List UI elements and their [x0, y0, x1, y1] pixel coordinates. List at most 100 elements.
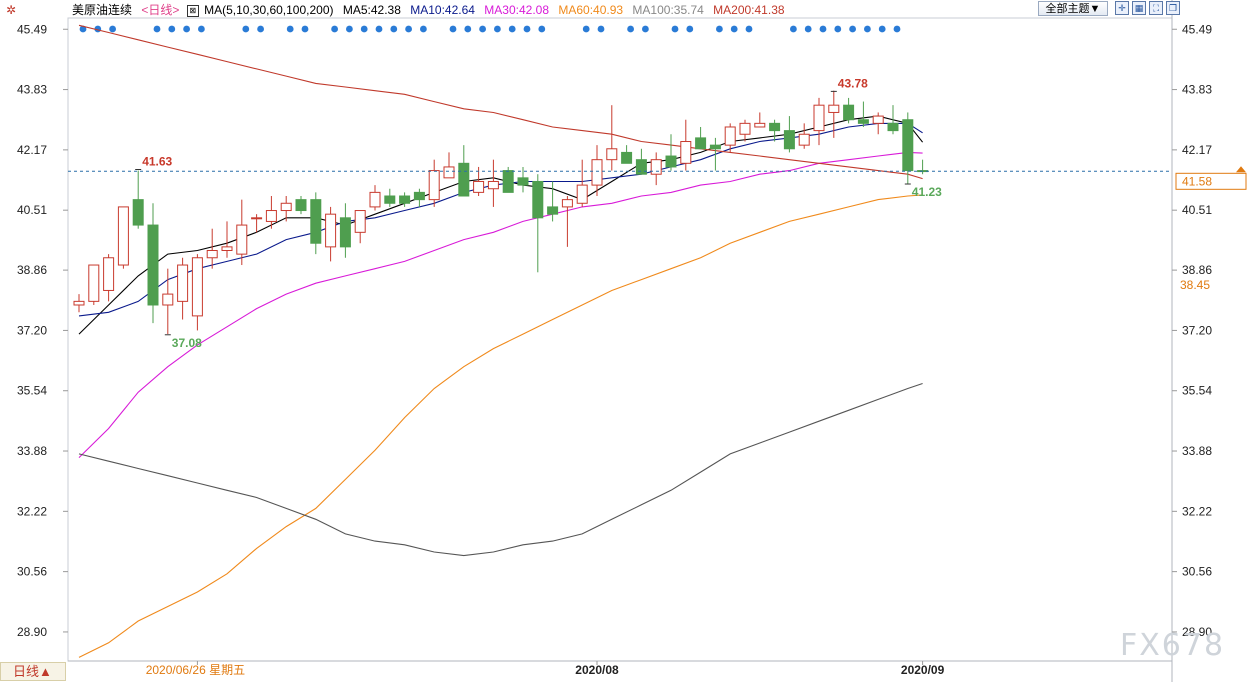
- chart-header-text: 美原油连续 <日线> ⊠ MA(5,10,30,60,100,200) MA5:…: [72, 2, 791, 18]
- price-up-arrow-icon: [1236, 166, 1246, 173]
- event-dot: [479, 25, 486, 33]
- ma-line-ma30: [78, 151, 923, 458]
- event-dot: [168, 25, 176, 33]
- candle-body-up: [606, 148, 618, 161]
- candle-body-down: [399, 195, 411, 204]
- period-switch-button[interactable]: 日线▲: [0, 662, 66, 681]
- candle-body-down: [147, 224, 159, 306]
- candle-body-up: [206, 249, 218, 259]
- candle-body-down: [621, 151, 633, 164]
- candle-body-down: [458, 162, 470, 197]
- y-tick-label-right: 45.49: [1182, 22, 1212, 36]
- event-dot: [790, 25, 797, 33]
- candle-body-down: [635, 159, 647, 175]
- candle-body-down: [532, 180, 544, 219]
- candle-body-up: [754, 122, 766, 128]
- candle-body-down: [384, 195, 396, 204]
- chart-header: ✲: [6, 2, 22, 18]
- candle-body-down: [665, 155, 677, 168]
- y-tick-label-right: 33.88: [1182, 444, 1212, 458]
- event-dot: [109, 25, 116, 33]
- candle-body-up: [724, 126, 736, 146]
- grid-icon[interactable]: ▦: [1132, 1, 1146, 15]
- event-dot: [257, 25, 264, 33]
- settings-icon[interactable]: ✲: [6, 3, 17, 17]
- ma200-value: MA200:41.38: [713, 3, 785, 17]
- event-dot: [346, 25, 353, 33]
- y-tick-label-left: 43.83: [17, 83, 47, 97]
- event-dot: [834, 25, 842, 33]
- y-tick-label-left: 37.20: [17, 323, 47, 337]
- candle-body-up: [221, 246, 233, 251]
- y-tick-label-left: 35.54: [17, 384, 47, 398]
- candle-body-up: [443, 166, 455, 179]
- event-dot: [405, 25, 412, 33]
- crosshair-icon[interactable]: ✛: [1115, 1, 1129, 15]
- event-dot: [183, 25, 191, 33]
- ma60-price-tag: 38.45: [1180, 278, 1210, 292]
- candle-body-down: [502, 170, 514, 193]
- ma-toggle-icon[interactable]: ⊠: [186, 4, 199, 17]
- y-tick-label-right: 38.86: [1182, 263, 1212, 277]
- y-tick-label-left: 33.88: [17, 444, 47, 458]
- ma-line-ma100: [78, 382, 923, 557]
- candle-body-up: [117, 206, 129, 266]
- candle-body-up: [576, 184, 588, 204]
- candle-body-up: [680, 141, 692, 164]
- event-dot: [79, 25, 87, 33]
- theme-select-button[interactable]: 全部主题▼: [1038, 1, 1108, 16]
- ma30-value: MA30:42.08: [484, 3, 550, 17]
- candle-body-up: [191, 257, 203, 317]
- fullscreen-icon[interactable]: ⛶: [1149, 1, 1163, 15]
- event-dot: [893, 25, 901, 33]
- event-dot: [597, 25, 605, 33]
- candle-body-down: [695, 137, 707, 150]
- candle-body-up: [280, 202, 292, 212]
- ma10-value: MA10:42.64: [410, 3, 475, 17]
- event-dot: [745, 25, 753, 33]
- y-tick-label-left: 28.90: [17, 625, 47, 639]
- candle-body-down: [295, 199, 307, 212]
- period-label[interactable]: <日线>: [141, 3, 180, 17]
- candle-body-up: [561, 199, 573, 208]
- plot-frame: [67, 17, 1173, 662]
- watermark-logo: FX678: [1120, 628, 1226, 663]
- restore-icon[interactable]: ❐: [1166, 1, 1180, 15]
- event-dot: [849, 25, 856, 33]
- event-dot: [716, 25, 723, 33]
- x-tick-label: 2020/06/26 星期五: [146, 663, 245, 677]
- y-tick-label-right: 40.51: [1182, 203, 1212, 217]
- candle-body-up: [325, 213, 337, 248]
- y-tick-label-right: 43.83: [1182, 83, 1212, 97]
- event-dot: [804, 25, 812, 33]
- event-dot: [198, 25, 205, 33]
- event-dot: [538, 25, 546, 33]
- y-tick-label-left: 32.22: [17, 504, 47, 518]
- event-dot: [375, 25, 383, 33]
- ma100-value: MA100:35.74: [632, 3, 704, 17]
- event-dot: [494, 25, 501, 33]
- candle-body-up: [369, 191, 381, 208]
- event-dot: [523, 25, 531, 33]
- candle-body-up: [813, 104, 825, 132]
- candle-body-up: [487, 180, 499, 190]
- candle-body-down: [843, 104, 855, 121]
- y-tick-label-right: 37.20: [1182, 323, 1212, 337]
- y-tick-label-right: 30.56: [1182, 565, 1212, 579]
- y-tick-label-right: 32.22: [1182, 504, 1212, 518]
- event-dot: [464, 25, 472, 33]
- candle-body-down: [310, 199, 322, 244]
- low-annotation: 41.23: [912, 185, 942, 199]
- event-dot: [420, 25, 427, 33]
- event-dot: [642, 25, 649, 33]
- current-price-tag: 41.58: [1182, 174, 1212, 188]
- candle-body-down: [902, 119, 914, 172]
- event-dot: [864, 25, 871, 33]
- candle-body-up: [88, 264, 100, 302]
- candle-body-down: [709, 144, 721, 150]
- event-dot: [390, 25, 398, 33]
- y-tick-label-left: 38.86: [17, 263, 47, 277]
- candle-body-up: [473, 180, 485, 193]
